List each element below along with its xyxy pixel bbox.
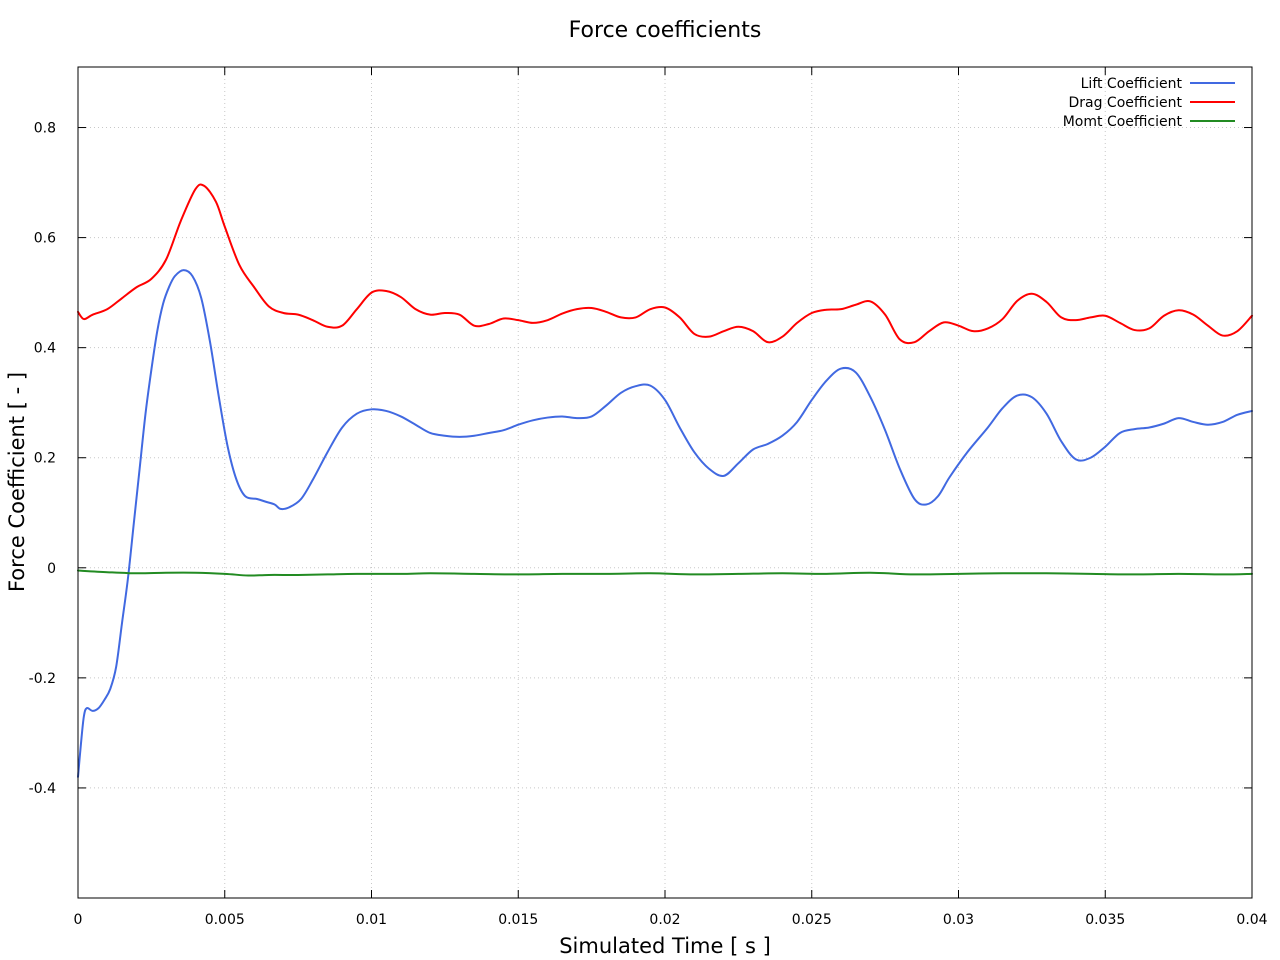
y-tick-label: -0.4	[29, 781, 56, 797]
legend: Lift Coefficient Drag Coefficient Momt C…	[1063, 76, 1235, 130]
series-line-drag	[77, 183, 1253, 345]
x-tick-label: 0.04	[1236, 912, 1267, 928]
x-axis-label: Simulated Time [ s ]	[559, 934, 771, 958]
x-tick-label: 0.03	[943, 912, 974, 928]
series-line-momt	[77, 569, 1253, 577]
legend-label-lift: Lift Coefficient	[1081, 76, 1183, 92]
legend-entry-lift: Lift Coefficient	[1081, 76, 1235, 92]
legend-entry-drag: Drag Coefficient	[1068, 95, 1235, 111]
legend-entry-momt: Momt Coefficient	[1063, 114, 1235, 130]
axis-ticks	[77, 67, 1253, 898]
legend-label-drag: Drag Coefficient	[1068, 95, 1182, 111]
y-tick-label: 0.2	[34, 451, 56, 467]
legend-label-momt: Momt Coefficient	[1063, 114, 1183, 130]
y-tick-label: -0.2	[29, 671, 56, 687]
y-tick-labels: -0.4 -0.2 0 0.2 0.4 0.6 0.8	[29, 121, 56, 797]
y-tick-label: 0	[47, 561, 56, 577]
x-tick-label: 0.01	[356, 912, 387, 928]
y-tick-label: 0.6	[34, 231, 56, 247]
x-tick-label: 0.005	[205, 912, 245, 928]
y-axis-label: Force Coefficient [ - ]	[5, 372, 29, 592]
x-tick-label: 0.035	[1085, 912, 1125, 928]
x-tick-labels: 0 0.005 0.01 0.015 0.02 0.025 0.03 0.035 0.04	[74, 912, 1268, 928]
x-tick-label: 0.015	[498, 912, 538, 928]
y-tick-label: 0.4	[34, 341, 56, 357]
series-lines	[77, 183, 1253, 778]
chart-title: Force coefficients	[569, 18, 762, 43]
y-tick-label: 0.8	[34, 121, 56, 137]
x-tick-label: 0.025	[792, 912, 832, 928]
x-tick-label: 0	[74, 912, 83, 928]
series-line-lift	[77, 269, 1253, 778]
grid-lines	[78, 67, 1252, 898]
x-tick-label: 0.02	[649, 912, 680, 928]
